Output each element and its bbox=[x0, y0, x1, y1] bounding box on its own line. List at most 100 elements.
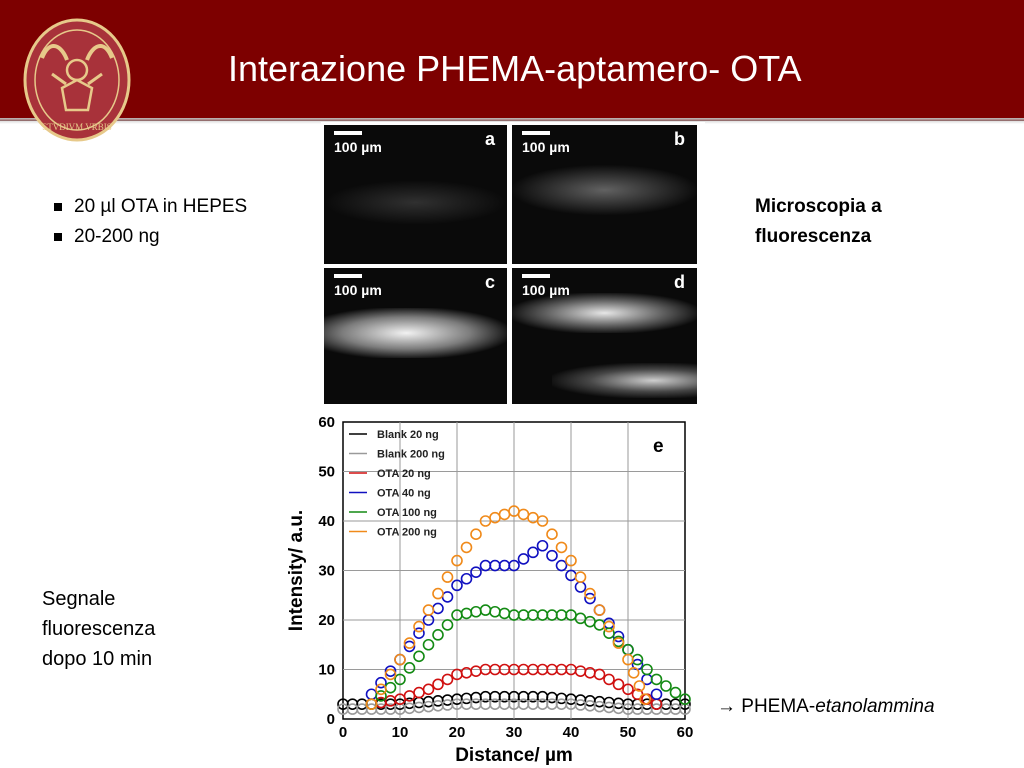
data-point bbox=[460, 572, 473, 585]
data-point bbox=[622, 653, 634, 666]
fluorescence-texture bbox=[552, 363, 697, 398]
panel-letter: a bbox=[484, 129, 495, 149]
data-point bbox=[627, 666, 640, 679]
data-point bbox=[375, 683, 387, 696]
data-point bbox=[612, 678, 625, 691]
data-point bbox=[403, 637, 416, 649]
data-point bbox=[546, 549, 558, 562]
data-point bbox=[365, 698, 378, 710]
data-point bbox=[546, 528, 558, 540]
data-point bbox=[384, 668, 397, 681]
data-point bbox=[432, 587, 444, 600]
data-point bbox=[470, 566, 482, 578]
x-tick-label: 20 bbox=[449, 724, 466, 741]
bullet-item: 20-200 ng bbox=[52, 222, 247, 252]
data-point bbox=[603, 627, 615, 639]
title-bar-shadow bbox=[0, 118, 1024, 124]
x-tick-label: 0 bbox=[339, 724, 347, 741]
data-point bbox=[584, 592, 596, 605]
chart-panel-letter: e bbox=[653, 436, 664, 457]
data-point bbox=[422, 604, 435, 616]
scale-label: 100 µm bbox=[522, 139, 570, 155]
scale-bar: 100 µm bbox=[334, 131, 382, 155]
data-point bbox=[432, 629, 444, 641]
y-tick-label: 60 bbox=[318, 414, 335, 431]
data-point bbox=[432, 678, 444, 691]
intensity-profile-chart: 0 10 20 30 40 50 60 0 10 20 30 40 50 60 Distance/ µm In… bbox=[286, 414, 694, 766]
panel-letter: d bbox=[674, 272, 685, 292]
scale-label: 100 µm bbox=[522, 282, 570, 298]
data-point bbox=[622, 683, 634, 696]
data-point bbox=[451, 579, 463, 592]
data-point bbox=[641, 663, 653, 676]
fluorescence-texture bbox=[512, 293, 697, 333]
data-point bbox=[679, 698, 691, 710]
fluorescence-texture bbox=[324, 180, 507, 225]
data-point bbox=[413, 620, 425, 633]
university-seal-logo: STVDIVM VRBIS bbox=[23, 18, 131, 142]
data-point bbox=[565, 554, 577, 567]
data-point bbox=[603, 673, 615, 686]
bullet-item: 20 µl OTA in HEPES bbox=[52, 192, 247, 222]
data-point bbox=[441, 673, 454, 686]
data-point bbox=[451, 554, 463, 567]
micrograph-panel-d: 100 µm d bbox=[512, 268, 697, 404]
arrow-note: → PHEMA-etanolammina bbox=[717, 696, 935, 718]
data-point bbox=[633, 680, 646, 692]
x-tick-label: 50 bbox=[620, 724, 637, 741]
data-point bbox=[669, 686, 682, 699]
data-point bbox=[679, 693, 691, 706]
signal-label-line: dopo 10 min bbox=[42, 648, 153, 670]
data-point bbox=[394, 673, 406, 686]
legend-label: Blank 20 ng bbox=[377, 429, 439, 441]
scale-label: 100 µm bbox=[334, 282, 382, 298]
x-axis-label: Distance/ µm bbox=[455, 745, 573, 766]
note-prefix: PHEMA- bbox=[741, 696, 816, 717]
micrograph-grid: 100 µm a 100 µm b 100 µm c 100 µm d bbox=[321, 122, 705, 406]
data-point bbox=[527, 546, 539, 559]
data-point bbox=[375, 676, 387, 689]
y-axis-label: Intensity/ a.u. bbox=[286, 510, 307, 631]
data-point bbox=[413, 650, 425, 663]
microscopy-label-line: fluorescenza bbox=[755, 226, 872, 247]
x-tick-label: 60 bbox=[677, 724, 694, 741]
legend-label: Blank 200 ng bbox=[377, 449, 445, 461]
data-point bbox=[584, 587, 596, 600]
data-point bbox=[517, 553, 530, 565]
bullet-list: 20 µl OTA in HEPES 20-200 ng bbox=[52, 192, 247, 252]
legend-label: OTA 40 ng bbox=[377, 488, 431, 500]
data-point bbox=[422, 683, 435, 696]
data-point bbox=[394, 653, 406, 666]
microscopy-label: Microscopia a fluorescenza bbox=[755, 192, 882, 252]
data-point bbox=[650, 688, 663, 701]
data-point bbox=[639, 693, 651, 706]
x-tick-label: 40 bbox=[563, 724, 580, 741]
data-point bbox=[593, 604, 606, 616]
data-point bbox=[508, 559, 520, 572]
scale-bar: 100 µm bbox=[522, 131, 570, 155]
micrograph-panel-c: 100 µm c bbox=[324, 268, 507, 404]
panel-letter: b bbox=[674, 129, 685, 149]
data-point bbox=[375, 690, 387, 702]
y-tick-label: 10 bbox=[318, 662, 335, 679]
x-tick-label: 30 bbox=[506, 724, 523, 741]
y-tick-label: 0 bbox=[327, 711, 335, 728]
scale-label: 100 µm bbox=[334, 139, 382, 155]
data-point bbox=[612, 637, 625, 649]
data-point bbox=[384, 665, 397, 677]
legend-label: OTA 100 ng bbox=[377, 507, 437, 519]
data-point bbox=[441, 571, 454, 583]
data-point bbox=[536, 515, 549, 527]
y-tick-label: 20 bbox=[318, 612, 335, 629]
arrow-icon: → bbox=[717, 696, 736, 717]
fluorescence-texture bbox=[324, 308, 507, 358]
signal-label-line: Segnale bbox=[42, 588, 116, 610]
data-point bbox=[413, 627, 425, 639]
data-point bbox=[460, 541, 473, 554]
data-point bbox=[403, 640, 416, 653]
data-point bbox=[574, 571, 587, 583]
data-point bbox=[603, 620, 615, 633]
slide-title: Interazione PHEMA-aptamero- OTA bbox=[228, 48, 802, 89]
legend-label: OTA 200 ng bbox=[377, 527, 437, 539]
data-point bbox=[422, 638, 435, 651]
